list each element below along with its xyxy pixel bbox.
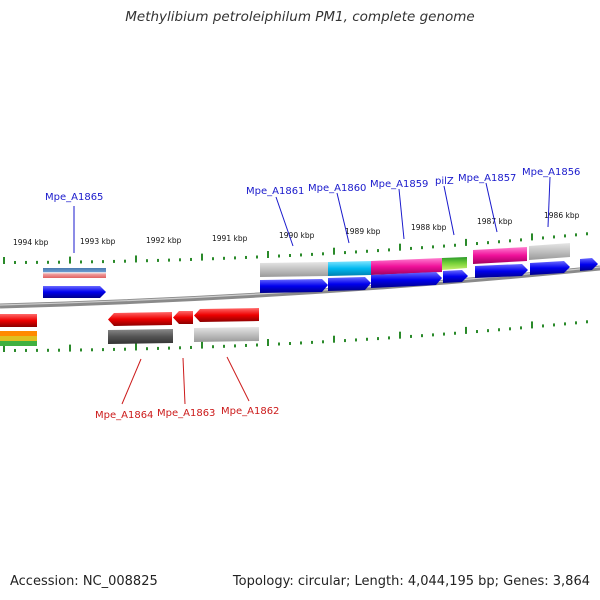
leader-mpe-a1859 bbox=[398, 188, 405, 240]
scale-label-1992: 1992 kbp bbox=[146, 236, 182, 245]
feature-bar bbox=[328, 261, 371, 276]
forward-genes bbox=[43, 258, 598, 298]
gene-label-mpe-a1864[interactable]: Mpe_A1864 bbox=[95, 410, 153, 421]
gene-label-mpe-a1863[interactable]: Mpe_A1863 bbox=[157, 408, 215, 419]
scale-label-1986: 1986 kbp bbox=[544, 211, 580, 220]
feature-bar bbox=[371, 258, 442, 275]
bottom-tick-track bbox=[3, 320, 588, 352]
feature-bar bbox=[260, 262, 328, 277]
gene-label-mpe-a1860[interactable]: Mpe_A1860 bbox=[308, 183, 366, 194]
feature-bar bbox=[194, 327, 259, 342]
genome-stats-text: Topology: circular; Length: 4,044,195 bp… bbox=[232, 574, 590, 589]
gene-arrow-mpe-a1862[interactable] bbox=[194, 308, 259, 322]
bottom-feature-strip bbox=[0, 327, 259, 346]
leader-mpe-a1861 bbox=[275, 196, 294, 247]
scale-label-1990: 1990 kbp bbox=[279, 231, 315, 240]
leader-mpe-a1863 bbox=[182, 357, 186, 405]
gene-arrow-mpe-a1857[interactable] bbox=[475, 264, 528, 278]
feature-bar bbox=[108, 329, 173, 344]
top-feature-strip bbox=[43, 243, 570, 278]
gene-label-mpe-a1857[interactable]: Mpe_A1857 bbox=[458, 173, 516, 184]
feature-bar bbox=[43, 268, 106, 278]
gene-arrow-mpe-a1859[interactable] bbox=[371, 272, 442, 288]
feature-bar bbox=[473, 247, 527, 264]
feature-bar bbox=[0, 331, 37, 346]
gene-arrow-partial[interactable] bbox=[580, 258, 598, 271]
accession-text: Accession: NC_008825 bbox=[10, 574, 158, 589]
gene-arrow-mpe-a1856[interactable] bbox=[530, 261, 570, 275]
top-tick-track bbox=[3, 232, 588, 264]
gene-arrow-mpe-a1860[interactable] bbox=[328, 277, 371, 291]
scale-labels: 1994 kbp 1993 kbp 1992 kbp 1991 kbp 1990… bbox=[13, 211, 580, 247]
feature-bar bbox=[529, 243, 570, 260]
feature-bar bbox=[442, 257, 467, 270]
gene-label-mpe-a1865[interactable]: Mpe_A1865 bbox=[45, 192, 103, 203]
gene-arrow-partial-left[interactable] bbox=[0, 314, 37, 327]
gene-arrow-pilz[interactable] bbox=[443, 270, 468, 283]
leader-mpe-a1857 bbox=[485, 182, 498, 233]
scale-label-1988: 1988 kbp bbox=[411, 223, 447, 232]
gene-label-mpe-a1862[interactable]: Mpe_A1862 bbox=[221, 406, 279, 417]
gene-label-pilz[interactable]: pilZ bbox=[435, 176, 454, 187]
leader-mpe-a1856 bbox=[547, 176, 551, 228]
scale-label-1989: 1989 kbp bbox=[345, 227, 381, 236]
gene-label-mpe-a1856[interactable]: Mpe_A1856 bbox=[522, 167, 580, 178]
gene-arrow-mpe-a1865[interactable] bbox=[43, 286, 106, 298]
gene-arrow-mpe-a1864[interactable] bbox=[108, 312, 172, 326]
label-leaders bbox=[73, 176, 551, 405]
leader-mpe-a1860 bbox=[336, 192, 350, 244]
gene-labels-bottom: Mpe_A1864 Mpe_A1863 Mpe_A1862 bbox=[95, 406, 279, 421]
scale-label-1993: 1993 kbp bbox=[80, 237, 116, 246]
map-title: Methylibium petroleiphilum PM1, complete… bbox=[125, 9, 475, 25]
leader-pilz bbox=[443, 185, 455, 236]
gene-labels-top: Mpe_A1865 Mpe_A1861 Mpe_A1860 Mpe_A1859 … bbox=[45, 167, 580, 203]
scale-label-1991: 1991 kbp bbox=[212, 234, 248, 243]
scale-label-1994: 1994 kbp bbox=[13, 238, 49, 247]
gene-label-mpe-a1859[interactable]: Mpe_A1859 bbox=[370, 179, 428, 190]
leader-mpe-a1864 bbox=[121, 358, 142, 405]
gene-arrow-mpe-a1863[interactable] bbox=[173, 311, 193, 324]
leader-mpe-a1862 bbox=[226, 356, 250, 402]
reverse-genes bbox=[0, 308, 259, 327]
gene-label-mpe-a1861[interactable]: Mpe_A1861 bbox=[246, 186, 304, 197]
gene-arrow-mpe-a1861[interactable] bbox=[260, 279, 328, 293]
